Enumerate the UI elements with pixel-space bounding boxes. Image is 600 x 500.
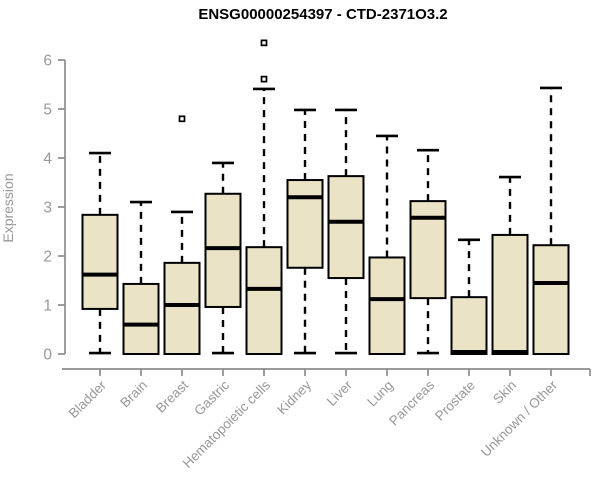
box-pancreas <box>409 200 447 300</box>
box-prostate <box>450 296 488 356</box>
box-lung <box>368 256 406 355</box>
category-label: Unknown / Other <box>478 377 561 460</box>
y-axis-tick-label: 1 <box>43 298 52 315</box>
box-skin <box>491 233 529 355</box>
outlier-point <box>260 75 268 83</box>
category-label: Breast <box>153 377 191 415</box>
y-axis-tick-label: 6 <box>43 53 52 70</box>
category-label: Prostate <box>432 378 478 424</box>
chart-title: ENSG00000254397 - CTD-2371O3.2 <box>198 6 448 23</box>
category-label: Gastric <box>191 377 232 418</box>
category-label: Skin <box>490 378 519 407</box>
y-axis-tick-label: 5 <box>43 102 52 119</box>
box-kidney <box>286 179 324 269</box>
outlier-point <box>178 115 186 123</box>
y-axis-tick-label: 2 <box>43 249 52 266</box>
outlier-point <box>260 39 268 47</box>
y-axis-tick-label: 4 <box>43 151 52 168</box>
box-brain <box>122 282 160 355</box>
box-breast <box>163 261 201 355</box>
category-label: Lung <box>364 378 396 410</box>
category-label: Kidney <box>274 377 314 417</box>
y-axis-title: Expression <box>0 173 16 243</box>
y-axis-tick-label: 0 <box>43 347 52 364</box>
category-label: Brain <box>117 378 150 411</box>
category-label: Pancreas <box>386 377 437 428</box>
box-hematopoietic-cells <box>245 246 283 355</box>
box-bladder <box>81 213 119 310</box>
category-label: Liver <box>324 377 356 409</box>
box-liver <box>327 175 365 280</box>
box-unknown-other <box>532 244 570 355</box>
y-axis-tick-label: 3 <box>43 200 52 217</box>
box-gastric <box>204 192 242 308</box>
category-label: Bladder <box>66 377 110 421</box>
